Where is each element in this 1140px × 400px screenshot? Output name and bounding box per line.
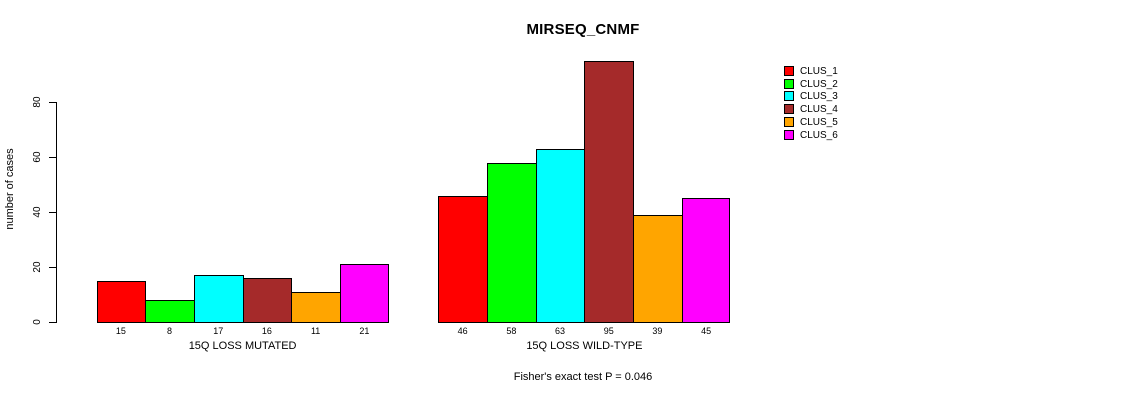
bar-clus_5: [633, 214, 683, 323]
bar-clus_5: [291, 291, 341, 323]
bar-clus_3: [193, 275, 244, 323]
y-tick-label: 20: [32, 261, 43, 273]
bar-value-label: 11: [310, 326, 321, 336]
bar-value-label: 16: [261, 326, 272, 336]
annotation-fisher-test: Fisher's exact test P = 0.046: [513, 371, 653, 383]
bar-value-label: 39: [652, 326, 663, 336]
group-label: 15Q LOSS WILD-TYPE: [526, 340, 643, 352]
bar-clus_4: [242, 278, 293, 323]
bar-clus_1: [96, 280, 147, 323]
legend-swatch-clus_1: [784, 66, 794, 76]
legend-swatch-clus_6: [784, 129, 794, 140]
bar-value-label: 58: [506, 326, 517, 336]
bar-clus_6: [340, 264, 389, 323]
legend-label: CLUS_3: [800, 91, 838, 103]
bar-value-label: 17: [213, 326, 224, 336]
bar-value-label: 15: [115, 326, 126, 336]
y-tick-label: 60: [32, 151, 43, 163]
bar-value-label: 95: [603, 326, 614, 336]
y-tick-mark: [49, 322, 56, 323]
y-tick-label: 0: [32, 319, 43, 325]
bar-value-label: 8: [167, 326, 173, 336]
y-tick-label: 80: [32, 96, 43, 108]
bar-value-label: 63: [555, 326, 566, 336]
chart-title: MIRSEQ_CNMF: [526, 21, 640, 38]
y-tick-mark: [49, 157, 56, 158]
y-tick-mark: [49, 267, 56, 268]
legend-swatch-clus_5: [784, 116, 794, 127]
bar-clus_2: [487, 162, 537, 323]
y-tick-label: 40: [32, 206, 43, 218]
legend-swatch-clus_4: [784, 104, 794, 115]
y-axis: [56, 102, 57, 323]
bar-value-label: 21: [359, 326, 370, 336]
legend-swatch-clus_3: [784, 91, 794, 102]
bar-clus_6: [681, 198, 731, 323]
bar-value-label: 45: [701, 326, 712, 336]
legend-label: CLUS_2: [800, 78, 838, 90]
group-label: 15Q LOSS MUTATED: [188, 340, 297, 352]
y-tick-mark: [49, 212, 56, 213]
bar-clus_3: [535, 148, 586, 323]
legend-label: CLUS_1: [800, 66, 838, 77]
legend-label: CLUS_6: [800, 129, 838, 141]
bar-clus_1: [438, 195, 488, 323]
legend-swatch-clus_2: [784, 78, 794, 89]
bar-value-label: 46: [457, 326, 468, 336]
legend-label: CLUS_4: [800, 104, 838, 116]
bar-clus_4: [584, 60, 635, 323]
y-axis-label: number of cases: [4, 148, 16, 230]
bar-clus_2: [145, 300, 195, 323]
legend-label: CLUS_5: [800, 116, 838, 128]
y-tick-mark: [49, 102, 56, 103]
